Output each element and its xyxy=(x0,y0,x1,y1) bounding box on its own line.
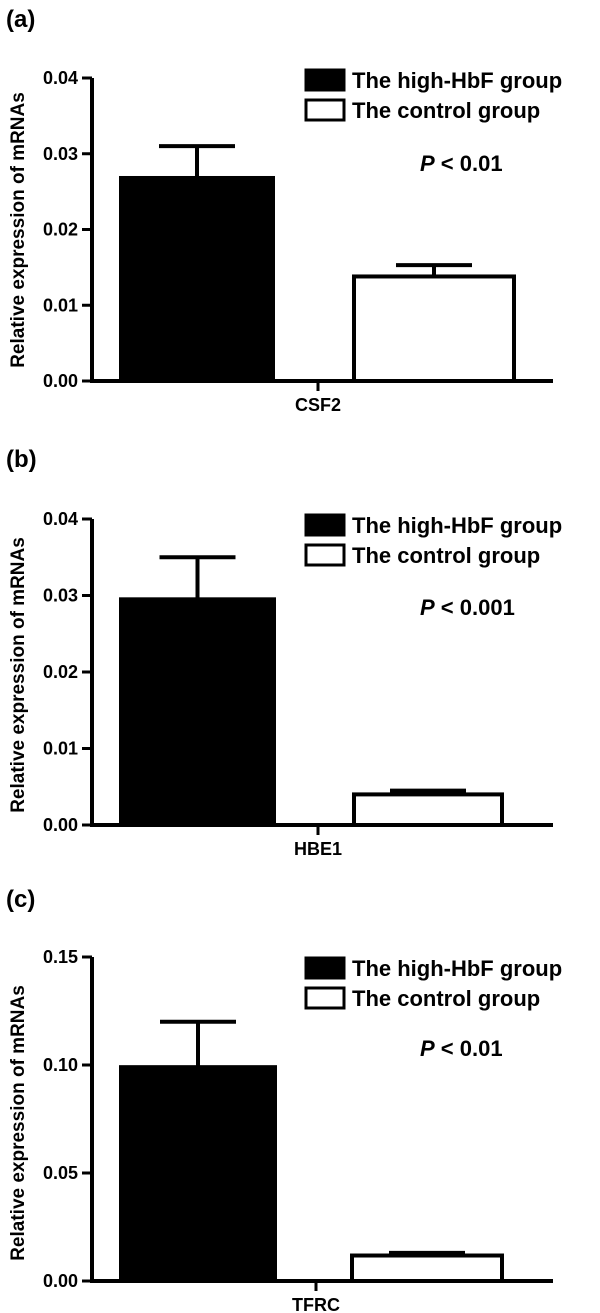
legend-swatch xyxy=(304,513,346,537)
p-value-symbol: P xyxy=(420,151,435,176)
panel-label: (a) xyxy=(6,6,36,33)
chart-svg: 0.00 0.01 0.02 0.03 0.04 Relative expression … xyxy=(8,68,562,415)
y-tick-label: 0.04 xyxy=(43,68,78,88)
y-tick-label: 0.01 xyxy=(43,295,78,315)
p-value-text: < 0.001 xyxy=(435,595,515,620)
y-axis-title: Relative expression of mRNAs xyxy=(8,537,29,813)
p-value-annotation: P < 0.01 xyxy=(420,151,503,176)
x-category-label: TFRC xyxy=(292,1295,340,1313)
p-value-text: < 0.01 xyxy=(435,1036,503,1061)
y-tick-label: 0.00 xyxy=(43,815,78,835)
bar-hbe1-series-0 xyxy=(119,597,276,827)
bar-csf2-series-1 xyxy=(352,274,516,383)
y-tick-label: 0.03 xyxy=(43,144,78,164)
x-category-label: CSF2 xyxy=(295,395,341,415)
x-category-label: HBE1 xyxy=(294,839,342,859)
chart-panel-c: (c) 0.00 0.05 0.10 0.15 Relative expression … xyxy=(0,880,600,1313)
y-tick-label: 0.01 xyxy=(43,739,78,759)
y-axis-title: Relative expression of mRNAs xyxy=(8,92,29,368)
p-value-annotation: P < 0.001 xyxy=(420,595,515,620)
chart-panel-b: (b) 0.00 0.01 0.02 0.03 0.04 Relative express… xyxy=(0,440,600,880)
legend-swatch xyxy=(304,68,346,92)
y-tick-label: 0.04 xyxy=(43,509,78,529)
chart-panel-a: (a) 0.00 0.01 0.02 0.03 0.04 Relative express… xyxy=(0,0,600,440)
legend-swatch xyxy=(304,986,346,1010)
bar-csf2-series-0 xyxy=(119,175,275,383)
y-tick-label: 0.02 xyxy=(43,662,78,682)
p-value-annotation: P < 0.01 xyxy=(420,1036,503,1061)
bar-tfrc-series-1 xyxy=(350,1253,504,1283)
legend-label: The control group xyxy=(352,986,540,1011)
p-value-text: < 0.01 xyxy=(435,151,503,176)
legend-label: The control group xyxy=(352,543,540,568)
legend-swatch xyxy=(304,956,346,980)
y-tick-label: 0.15 xyxy=(43,947,78,967)
legend-swatch xyxy=(304,543,346,567)
bar-tfrc-series-0 xyxy=(119,1065,277,1283)
chart-svg: 0.00 0.05 0.10 0.15 Relative expression of m… xyxy=(8,947,562,1313)
y-tick-label: 0.10 xyxy=(43,1055,78,1075)
p-value-symbol: P xyxy=(420,595,435,620)
legend-swatch xyxy=(304,98,346,122)
legend-label: The high-HbF group xyxy=(352,513,562,538)
bar-hbe1-series-1 xyxy=(352,792,504,827)
y-tick-label: 0.02 xyxy=(43,220,78,240)
panel-label: (b) xyxy=(6,446,37,473)
y-tick-label: 0.05 xyxy=(43,1163,78,1183)
y-axis-title: Relative expression of mRNAs xyxy=(8,985,29,1261)
legend-label: The high-HbF group xyxy=(352,956,562,981)
y-tick-label: 0.00 xyxy=(43,1271,78,1291)
panel-label: (c) xyxy=(6,886,36,913)
legend-label: The high-HbF group xyxy=(352,68,562,93)
chart-svg: 0.00 0.01 0.02 0.03 0.04 Relative expression … xyxy=(8,509,562,859)
y-tick-label: 0.03 xyxy=(43,586,78,606)
y-tick-label: 0.00 xyxy=(43,371,78,391)
legend-label: The control group xyxy=(352,98,540,123)
p-value-symbol: P xyxy=(420,1036,435,1061)
